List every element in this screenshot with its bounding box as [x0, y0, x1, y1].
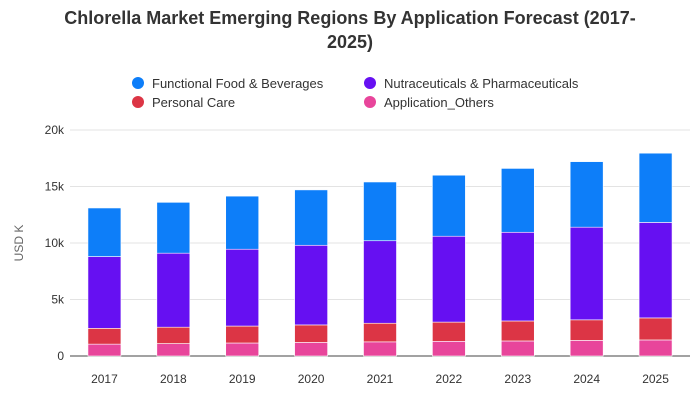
legend-label: Application_Others	[384, 94, 494, 110]
bar-segment	[569, 340, 604, 357]
y-tick-label: 5k	[51, 293, 65, 307]
x-tick-label: 2019	[229, 372, 256, 386]
legend-swatch-icon	[364, 77, 376, 89]
bar-segment	[363, 181, 397, 242]
legend-swatch-icon	[364, 96, 376, 108]
chart-title-line-1: Chlorella Market Emerging Regions By App…	[64, 8, 636, 28]
bar-segment	[294, 342, 328, 357]
bar-segment	[363, 240, 397, 324]
bar-segment	[638, 222, 673, 319]
bar-segment	[432, 321, 466, 342]
legend-swatch-icon	[132, 96, 144, 108]
bar-segment	[225, 248, 260, 327]
legend-item-application-others[interactable]: Application_Others	[364, 93, 494, 111]
bar-segment	[87, 256, 122, 329]
legend-label: Functional Food & Beverages	[152, 75, 324, 91]
x-tick-label: 2020	[298, 372, 325, 386]
bar-segment	[156, 343, 191, 357]
bar-segment	[156, 326, 191, 344]
bar-segment	[638, 152, 673, 223]
x-tick-label: 2025	[642, 372, 669, 386]
legend-label: Nutraceuticals & Pharmaceuticals	[384, 75, 579, 91]
bar-segment	[294, 324, 328, 343]
bar-segment	[87, 343, 122, 357]
bar-segment	[500, 340, 535, 357]
x-tick-label: 2021	[367, 372, 394, 386]
bar-segment	[569, 161, 604, 228]
x-tick-label: 2017	[91, 372, 118, 386]
legend-item-nutraceuticals[interactable]: Nutraceuticals & Pharmaceuticals	[364, 74, 578, 92]
y-tick-label: 15k	[45, 180, 65, 194]
chart-title: Chlorella Market Emerging Regions By App…	[20, 6, 680, 54]
x-tick-label: 2024	[573, 372, 600, 386]
y-tick-label: 20k	[45, 123, 65, 137]
y-tick-label: 0	[57, 349, 64, 363]
bar-segment	[363, 341, 397, 357]
bar-segment	[363, 322, 397, 343]
bar-segment	[638, 339, 673, 357]
y-axis-title: USD K	[12, 225, 26, 262]
bar-segment	[156, 252, 191, 328]
bar-segment	[294, 244, 328, 326]
bar-segment	[225, 195, 260, 250]
bar-segment	[569, 226, 604, 321]
x-tick-label: 2023	[504, 372, 531, 386]
bar-segment	[225, 325, 260, 344]
bar-segment	[432, 341, 466, 357]
y-tick-label: 10k	[45, 236, 65, 250]
bar-segment	[87, 328, 122, 345]
chart-title-line-2: 2025)	[326, 32, 374, 52]
bar-segment	[500, 168, 535, 233]
bar-segment	[500, 320, 535, 342]
bar-segment	[432, 235, 466, 323]
legend-item-functional-food[interactable]: Functional Food & Beverages	[132, 74, 323, 92]
bar-segment	[569, 319, 604, 341]
bar-segment	[294, 189, 328, 246]
bar-segment	[432, 174, 466, 237]
bar-segment	[225, 342, 260, 357]
legend-item-personal-care[interactable]: Personal Care	[132, 93, 235, 111]
bar-segment	[638, 317, 673, 341]
x-tick-label: 2022	[436, 372, 463, 386]
legend-swatch-icon	[132, 77, 144, 89]
x-tick-label: 2018	[160, 372, 187, 386]
legend-label: Personal Care	[152, 94, 236, 110]
bar-segment	[156, 202, 191, 254]
bar-segment	[87, 207, 122, 257]
bar-segment	[500, 231, 535, 322]
